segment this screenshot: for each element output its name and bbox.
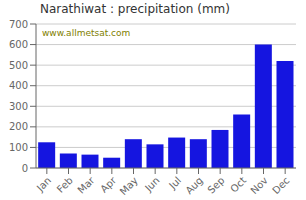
svg-text:0: 0 <box>22 163 28 174</box>
svg-text:Mar: Mar <box>75 174 97 196</box>
svg-text:Dec: Dec <box>270 175 291 196</box>
svg-text:Jan: Jan <box>34 175 53 194</box>
svg-text:400: 400 <box>9 80 28 91</box>
svg-text:Nov: Nov <box>248 175 270 197</box>
svg-text:Apr: Apr <box>98 174 119 195</box>
svg-text:Jun: Jun <box>142 175 162 195</box>
svg-text:May: May <box>118 175 140 197</box>
svg-text:Oct: Oct <box>228 175 248 195</box>
svg-text:700: 700 <box>9 19 28 30</box>
html-text:www.allmetsat.com: www.allmetsat.com <box>42 28 131 38</box>
svg-text:100: 100 <box>9 142 28 153</box>
svg-text:Aug: Aug <box>183 175 205 197</box>
html-text:Narathiwat : precipitation (mm: Narathiwat : precipitation (mm) <box>40 2 230 16</box>
svg-text:200: 200 <box>9 121 28 132</box>
svg-text:Jul: Jul <box>166 175 183 192</box>
svg-text:Sep: Sep <box>205 175 226 196</box>
svg-text:600: 600 <box>9 39 28 50</box>
svg-text:500: 500 <box>9 60 28 71</box>
svg-text:Feb: Feb <box>55 175 75 195</box>
svg-text:300: 300 <box>9 101 28 112</box>
